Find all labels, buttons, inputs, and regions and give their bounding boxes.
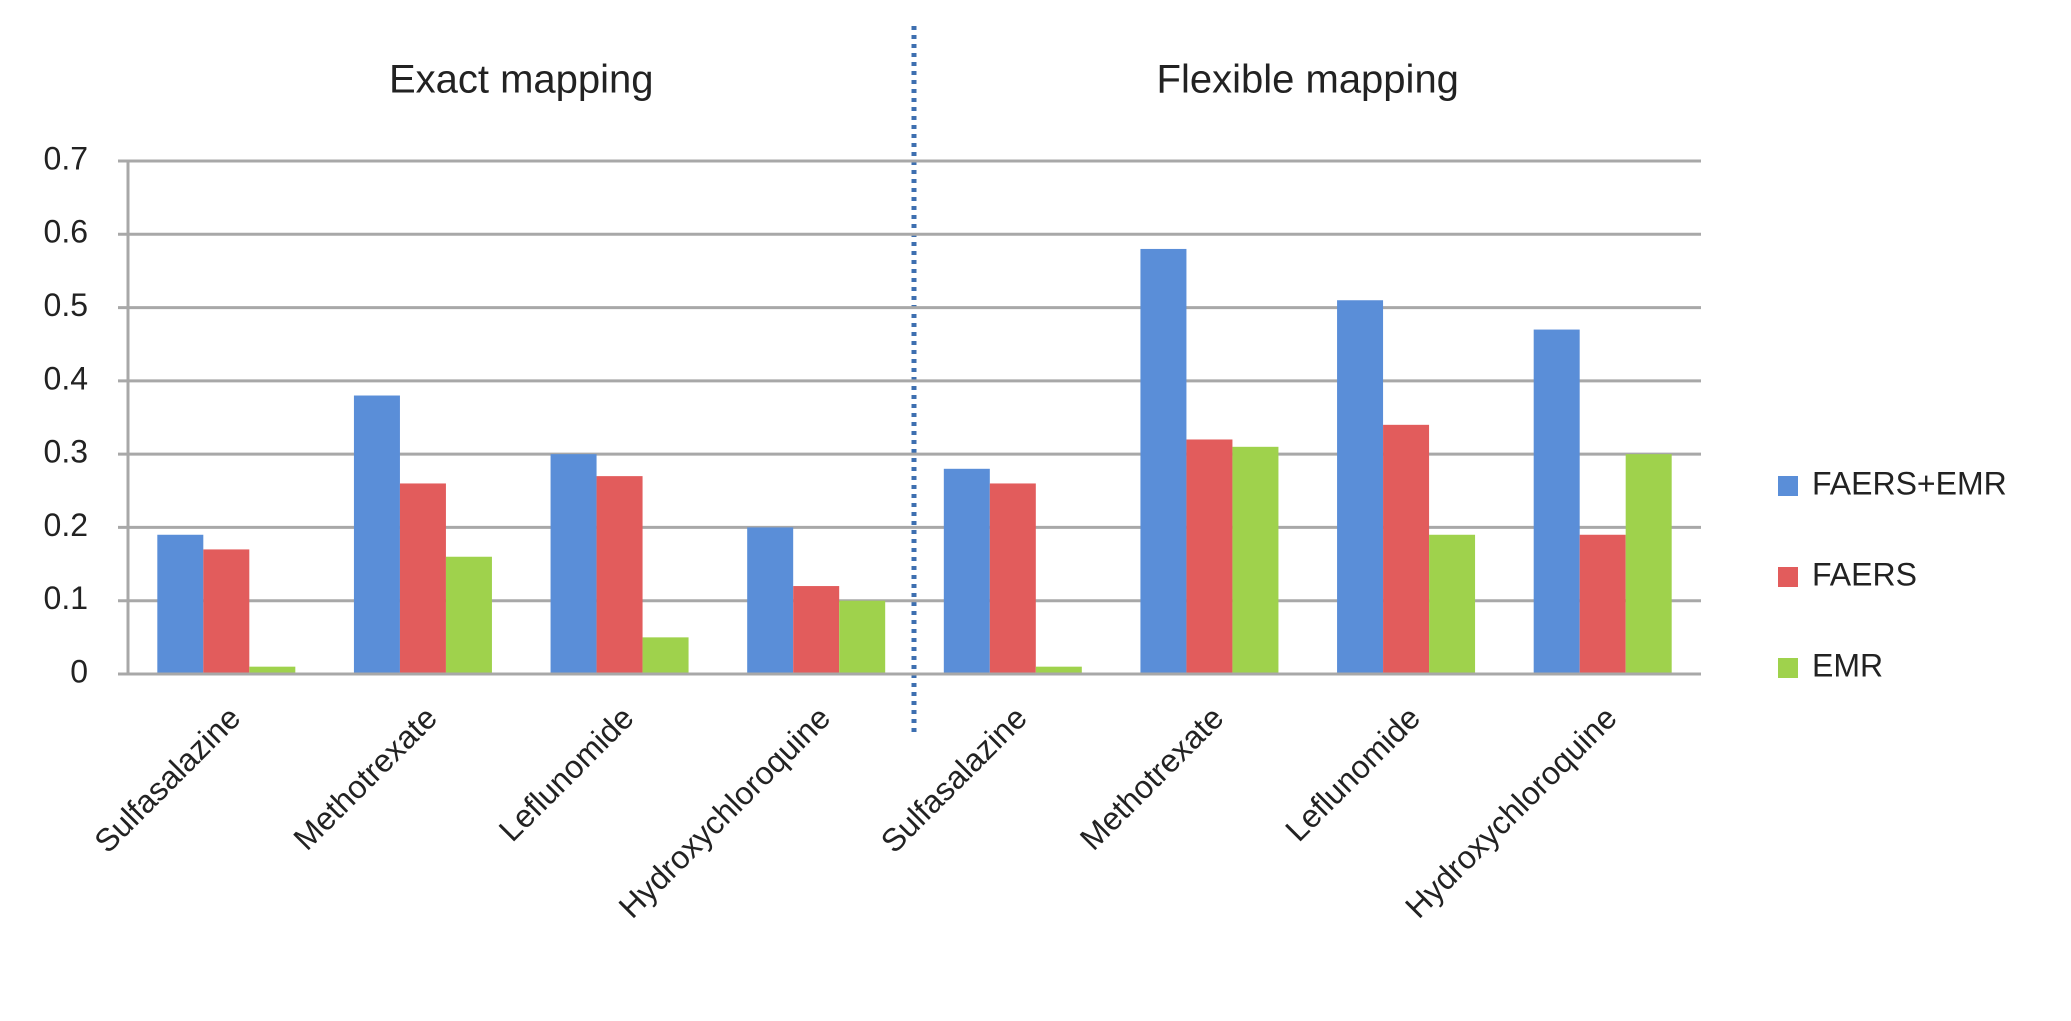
legend-label: FAERS+EMR <box>1812 465 2007 501</box>
legend-label: FAERS <box>1812 556 1917 592</box>
y-tick-label: 0.1 <box>44 580 88 616</box>
bar <box>1232 446 1279 674</box>
x-tick-label: Leflunomide <box>492 699 641 848</box>
bar <box>203 549 250 674</box>
bar <box>943 468 990 674</box>
y-tick-label: 0 <box>70 653 88 689</box>
bar <box>1625 454 1672 674</box>
x-tick-label: Sulfasalazine <box>874 699 1034 859</box>
x-tick-label: Hydroxychloroquine <box>612 699 837 924</box>
bar <box>1186 439 1233 674</box>
bar <box>596 476 643 674</box>
bar <box>1383 424 1430 674</box>
y-tick-label: 0.6 <box>44 214 88 250</box>
y-tick-label: 0.4 <box>44 360 88 396</box>
x-tick-label: Methotrexate <box>1073 699 1231 857</box>
y-tick-label: 0.2 <box>44 507 88 543</box>
bar <box>989 483 1036 674</box>
bar <box>249 666 296 674</box>
y-tick-label: 0.3 <box>44 434 88 470</box>
section-title: Flexible mapping <box>1157 58 1459 102</box>
bar <box>747 527 794 674</box>
legend-swatch <box>1778 658 1798 678</box>
section-title: Exact mapping <box>389 58 654 102</box>
legend-label: EMR <box>1812 647 1883 683</box>
x-tick-label: Leflunomide <box>1278 699 1427 848</box>
bar <box>353 395 400 674</box>
bar <box>1533 329 1580 674</box>
bar <box>550 454 597 674</box>
y-tick-label: 0.5 <box>44 287 88 323</box>
x-tick-label: Sulfasalazine <box>87 699 247 859</box>
bar <box>642 637 689 674</box>
bar <box>1337 300 1384 674</box>
bar <box>445 556 492 674</box>
y-tick-label: 0.7 <box>44 140 88 176</box>
bar <box>399 483 446 674</box>
bar <box>839 600 886 674</box>
bar <box>1140 248 1187 674</box>
bar <box>157 534 204 674</box>
legend-swatch <box>1778 567 1798 587</box>
bar <box>1579 534 1626 674</box>
bar <box>1035 666 1082 674</box>
legend-swatch <box>1778 476 1798 496</box>
bar <box>1429 534 1476 674</box>
x-tick-label: Hydroxychloroquine <box>1398 699 1623 924</box>
bar <box>793 586 840 674</box>
x-tick-label: Methotrexate <box>286 699 444 857</box>
